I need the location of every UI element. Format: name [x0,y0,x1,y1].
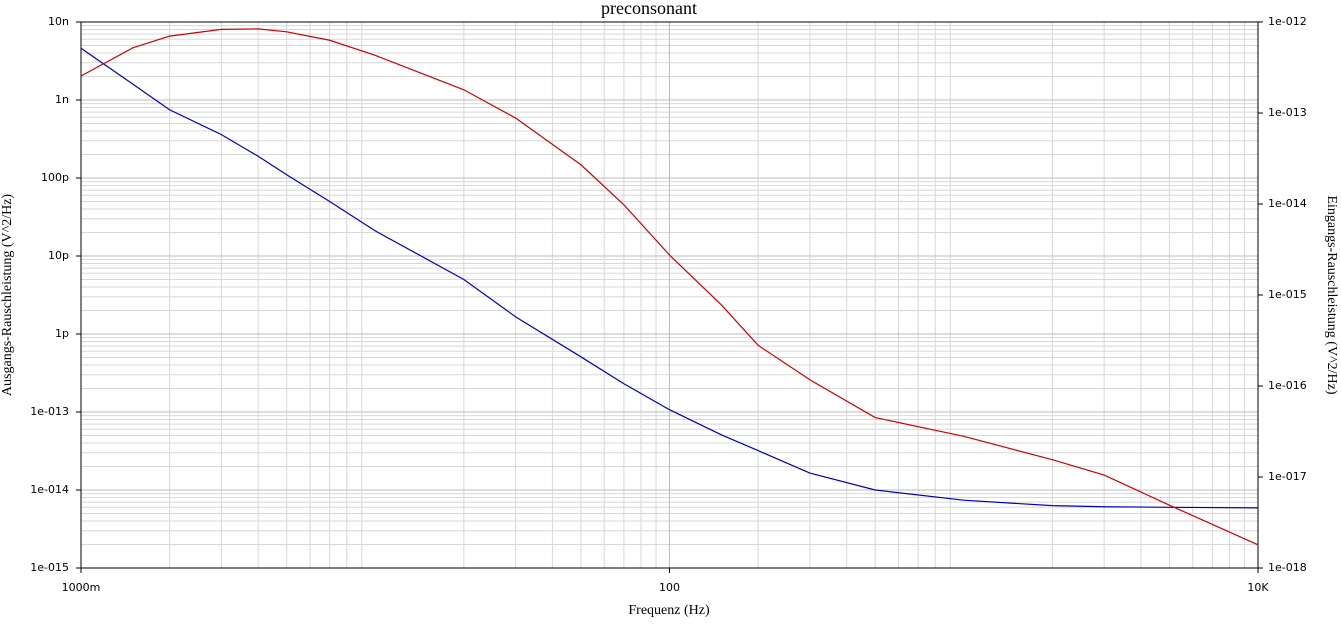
chart-title: preconsonant [601,0,697,18]
y2-tick-label: 1e-015 [1268,288,1307,301]
y-tick-label: 100p [41,171,69,184]
y-tick-label: 1e-014 [30,483,69,496]
y2-tick-label: 1e-016 [1268,379,1307,392]
y-axis-label: Ausgangs-Rauschleistung (V^2/Hz) [0,194,15,396]
y-tick-label: 1p [55,327,69,340]
y2-tick-label: 1e-013 [1268,106,1307,119]
y-tick-label: 1n [55,93,69,106]
x-tick-label: 100 [659,581,680,594]
y-tick-label: 1e-013 [30,405,69,418]
y2-tick-label: 1e-014 [1268,197,1307,210]
x-axis-label: Frequenz (Hz) [628,603,710,618]
series-line [80,28,1259,546]
plot-frame [80,21,1259,569]
y2-axis-label: Eingangs-Rauschleistung (V^2/Hz) [1324,195,1339,394]
x-tick-label: 1000m [62,581,101,594]
x-tick-label: 10K [1247,581,1269,594]
y2-tick-label: 1e-017 [1268,470,1307,483]
y-tick-label: 1e-015 [30,561,69,574]
y-tick-label: 10p [48,249,69,262]
y2-tick-label: 1e-018 [1268,561,1307,574]
y2-tick-label: 1e-012 [1268,15,1307,28]
series-line [80,47,1259,509]
y-tick-label: 10n [48,15,69,28]
